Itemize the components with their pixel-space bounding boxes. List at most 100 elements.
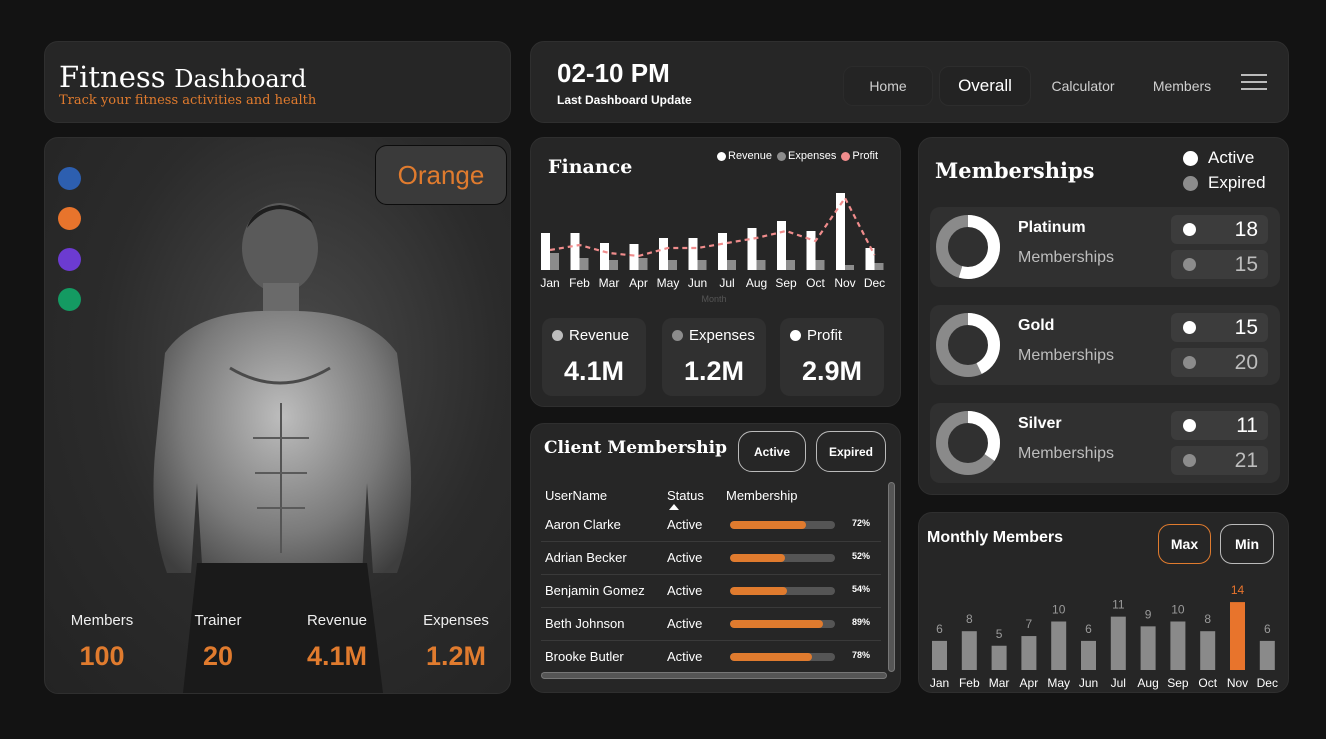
membership-tier-platinum: Platinum Memberships 18 15 <box>930 207 1280 287</box>
theme-swatch-green[interactable] <box>58 288 81 311</box>
max-button[interactable]: Max <box>1158 524 1211 564</box>
finance-x-axis-label: Month <box>701 294 726 304</box>
members-bar-jan[interactable] <box>932 640 947 670</box>
membership-progress-bar <box>730 653 835 661</box>
filter-active-button[interactable]: Active <box>738 431 806 472</box>
members-bar-nov[interactable] <box>1230 602 1245 670</box>
expenses-bar-jul[interactable] <box>727 260 736 270</box>
table-row[interactable]: Beth Johnson Active 89% <box>541 608 881 641</box>
revenue-bar-apr[interactable] <box>629 244 639 270</box>
revenue-bar-mar[interactable] <box>600 243 609 270</box>
members-bar-feb[interactable] <box>961 631 977 670</box>
hamburger-menu-icon[interactable] <box>1241 74 1267 92</box>
expired-count-box: 15 <box>1171 250 1268 279</box>
revenue-bar-dec[interactable] <box>865 248 875 270</box>
members-bar-sep[interactable] <box>1170 621 1186 671</box>
kpi-profit-value: 2.9M <box>801 356 863 386</box>
row-status: Active <box>667 649 703 664</box>
vertical-scrollbar[interactable] <box>888 482 895 672</box>
members-bar-dec[interactable] <box>1259 640 1275 670</box>
min-button[interactable]: Min <box>1220 524 1274 564</box>
profit-line[interactable] <box>549 195 876 258</box>
expenses-bar-sep[interactable] <box>786 260 795 270</box>
kpi-profit-dot-icon <box>790 330 801 341</box>
members-bar-may[interactable] <box>1051 621 1067 671</box>
members-bar-oct[interactable] <box>1200 631 1216 670</box>
title-card: Fitness Dashboard Track your fitness act… <box>44 41 511 123</box>
revenue-bar-sep[interactable] <box>777 221 786 270</box>
monthly-members-chart: 6 Jan 8 Feb 5 Mar 7 Apr 10 May 6 Jun 11 Jul 9 Aug 10 Sep 8… <box>930 583 1278 690</box>
kpi-revenue-value: 4.1M <box>563 356 625 386</box>
nav-members-button[interactable]: Members <box>1152 78 1212 94</box>
nav-home-button[interactable]: Home <box>843 66 933 106</box>
column-header-username[interactable]: UserName <box>545 488 608 503</box>
expenses-bar-feb[interactable] <box>579 258 589 270</box>
revenue-bar-jun[interactable] <box>688 238 698 270</box>
legend-expenses-label: Expenses <box>788 150 837 162</box>
theme-swatch-purple[interactable] <box>58 248 81 271</box>
revenue-bar-jul[interactable] <box>718 233 727 270</box>
finance-x-tick: Sep <box>775 276 797 290</box>
members-bar-jul[interactable] <box>1110 616 1126 670</box>
nav-overall-button[interactable]: Overall <box>939 66 1031 106</box>
expenses-bar-apr[interactable] <box>638 258 648 270</box>
tier-name: Silver <box>1018 415 1062 432</box>
revenue-bar-may[interactable] <box>659 238 668 270</box>
summary-members-value: 100 <box>79 641 125 671</box>
expenses-bar-jun[interactable] <box>697 260 707 270</box>
theme-swatch-orange[interactable] <box>58 207 81 230</box>
legend-active-label: Active <box>1208 148 1255 167</box>
column-header-membership[interactable]: Membership <box>726 488 798 503</box>
revenue-bar-feb[interactable] <box>570 233 580 270</box>
membership-percent: 52% <box>852 551 871 561</box>
members-bar-aug[interactable] <box>1140 626 1156 670</box>
membership-donut-chart <box>936 313 1000 377</box>
expenses-bar-nov[interactable] <box>845 265 854 270</box>
legend-revenue[interactable]: Revenue <box>717 150 772 162</box>
members-value-label: 7 <box>1026 617 1033 631</box>
table-row[interactable]: Adrian Becker Active 52% <box>541 542 881 575</box>
table-row[interactable]: Benjamin Gomez Active 54% <box>541 575 881 608</box>
expenses-bar-oct[interactable] <box>815 260 825 270</box>
members-value-label: 9 <box>1145 607 1152 621</box>
filter-expired-button[interactable]: Expired <box>816 431 886 472</box>
expenses-bar-mar[interactable] <box>609 260 618 270</box>
theme-swatch-blue[interactable] <box>58 167 81 190</box>
members-value-label: 11 <box>1112 598 1125 612</box>
nav-calculator-button[interactable]: Calculator <box>1051 78 1115 94</box>
legend-profit-label: Profit <box>852 150 879 162</box>
revenue-bar-aug[interactable] <box>747 228 757 270</box>
theme-selected-button[interactable]: Orange <box>375 145 507 205</box>
members-x-tick: Jul <box>1111 676 1126 690</box>
expenses-bar-dec[interactable] <box>874 263 884 270</box>
expenses-bar-may[interactable] <box>668 260 677 270</box>
legend-profit[interactable]: Profit <box>841 150 878 162</box>
members-bar-jun[interactable] <box>1081 640 1096 670</box>
revenue-bar-nov[interactable] <box>836 193 845 270</box>
table-row[interactable]: Aaron Clarke Active 72% <box>541 509 881 542</box>
summary-trainer: Trainer 20 <box>168 612 268 672</box>
expenses-bar-aug[interactable] <box>756 260 766 270</box>
members-bar-mar[interactable] <box>991 645 1007 670</box>
memberships-title: Memberships <box>935 158 1095 183</box>
legend-expenses[interactable]: Expenses <box>777 150 836 162</box>
members-bar-apr[interactable] <box>1021 636 1037 670</box>
legend-active-dot-icon <box>1183 150 1198 166</box>
revenue-bar-oct[interactable] <box>806 231 816 270</box>
membership-progress-bar <box>730 521 835 529</box>
summary-expenses: Expenses 1.2M <box>406 612 506 672</box>
kpi-revenue-label: Revenue <box>569 327 630 344</box>
legend-expired-dot-icon <box>1183 175 1198 191</box>
expired-count: 15 <box>1234 253 1258 276</box>
revenue-bar-jan[interactable] <box>541 233 550 270</box>
expenses-bar-jan[interactable] <box>550 253 559 270</box>
athlete-photo <box>153 203 412 693</box>
membership-progress-fill <box>730 620 824 628</box>
expired-count: 21 <box>1234 449 1258 472</box>
table-row[interactable]: Brooke Butler Active 78% <box>541 641 881 674</box>
column-header-status-label: Status <box>667 488 704 503</box>
legend-expired-label: Expired <box>1208 173 1266 192</box>
horizontal-scrollbar[interactable] <box>541 672 887 679</box>
column-header-status[interactable]: Status <box>667 488 704 510</box>
row-username: Benjamin Gomez <box>545 583 645 598</box>
